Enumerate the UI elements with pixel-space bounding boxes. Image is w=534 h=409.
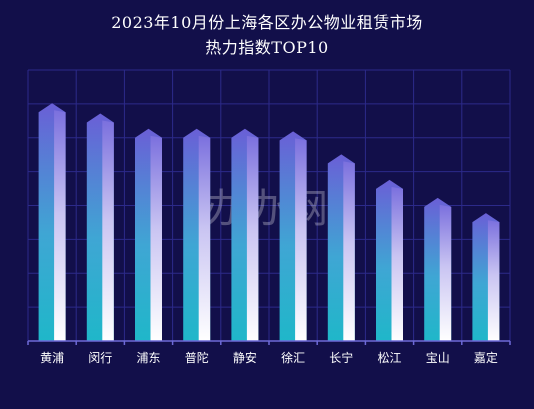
bar-黄浦 xyxy=(38,103,66,342)
bar-普陀 xyxy=(183,128,211,341)
bar-highlight xyxy=(391,186,403,341)
bar-highlight xyxy=(295,138,307,341)
bars: 黄浦 闵行 浦东 普陀 静安 徐汇 长宁 松江 宝山 嘉定 xyxy=(38,103,500,365)
bar-松江 xyxy=(376,179,403,341)
x-tick-label: 松江 xyxy=(377,351,401,365)
bar-highlight xyxy=(439,204,452,341)
bar-徐汇 xyxy=(279,131,307,341)
x-tick-label: 静安 xyxy=(233,350,257,365)
x-tick-label: 嘉定 xyxy=(474,350,498,365)
bar-长宁 xyxy=(327,154,355,341)
x-tick-label: 长宁 xyxy=(329,350,353,365)
bar-highlight xyxy=(343,161,355,341)
x-axis xyxy=(27,340,511,345)
bar-highlight xyxy=(102,120,114,341)
x-tick-label: 宝山 xyxy=(426,351,450,365)
x-tick-label: 普陀 xyxy=(185,350,209,365)
bar-highlight xyxy=(54,110,66,341)
bar-嘉定 xyxy=(472,213,500,341)
bar-highlight xyxy=(198,135,211,341)
watermark: 办办网 xyxy=(204,186,330,232)
x-tick-label: 徐汇 xyxy=(281,350,305,365)
bar-静安 xyxy=(231,128,259,341)
x-tick-label: 闵行 xyxy=(88,350,112,365)
bar-highlight xyxy=(246,135,259,341)
bar-闵行 xyxy=(86,113,114,341)
bar-highlight xyxy=(150,135,162,341)
bar-浦东 xyxy=(135,128,162,341)
bar-宝山 xyxy=(424,197,452,341)
bar-highlight xyxy=(487,220,500,341)
x-tick-label: 黄浦 xyxy=(40,351,64,365)
x-tick-label: 浦东 xyxy=(136,351,160,365)
chart-title-line-1: 2023年10月份上海各区办公物业租赁市场 xyxy=(111,13,423,32)
chart-title-line-2: 热力指数TOP10 xyxy=(205,38,329,57)
